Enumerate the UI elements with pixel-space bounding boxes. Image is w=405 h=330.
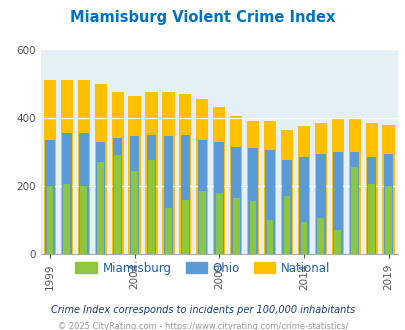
Bar bbox=[231, 147, 240, 254]
Bar bbox=[45, 140, 55, 254]
Bar bbox=[114, 155, 121, 254]
Bar bbox=[264, 150, 274, 254]
Text: © 2025 CityRating.com - https://www.cityrating.com/crime-statistics/: © 2025 CityRating.com - https://www.city… bbox=[58, 322, 347, 330]
Bar bbox=[165, 208, 171, 254]
Bar bbox=[44, 80, 56, 254]
Bar bbox=[266, 220, 273, 254]
Bar bbox=[113, 138, 122, 254]
Bar bbox=[96, 142, 105, 254]
Bar bbox=[97, 162, 104, 254]
Bar bbox=[384, 186, 391, 254]
Bar bbox=[298, 157, 308, 254]
Bar bbox=[382, 124, 394, 254]
Bar bbox=[349, 152, 358, 254]
Bar bbox=[180, 135, 190, 254]
Bar bbox=[163, 137, 173, 254]
Bar bbox=[77, 80, 90, 254]
Bar bbox=[364, 123, 377, 254]
Bar bbox=[62, 133, 71, 254]
Bar bbox=[128, 96, 140, 254]
Bar bbox=[350, 167, 357, 254]
Bar bbox=[63, 184, 70, 254]
Bar bbox=[111, 92, 124, 254]
Bar bbox=[281, 160, 291, 254]
Text: Miamisburg Violent Crime Index: Miamisburg Violent Crime Index bbox=[70, 10, 335, 25]
Bar bbox=[297, 126, 309, 254]
Bar bbox=[61, 80, 73, 254]
Bar bbox=[348, 118, 360, 254]
Bar bbox=[131, 171, 138, 254]
Bar bbox=[94, 83, 107, 254]
Bar bbox=[263, 121, 275, 254]
Bar bbox=[80, 186, 87, 254]
Bar bbox=[249, 201, 256, 254]
Bar bbox=[331, 119, 343, 254]
Bar bbox=[181, 200, 188, 254]
Bar bbox=[248, 148, 257, 254]
Bar bbox=[383, 153, 392, 254]
Bar bbox=[283, 196, 290, 254]
Bar bbox=[300, 222, 307, 254]
Bar bbox=[367, 184, 374, 254]
Bar bbox=[334, 230, 340, 254]
Bar bbox=[146, 135, 156, 254]
Bar bbox=[79, 133, 88, 254]
Bar bbox=[332, 152, 342, 254]
Bar bbox=[145, 92, 157, 254]
Bar bbox=[366, 157, 375, 254]
Bar bbox=[230, 116, 242, 254]
Bar bbox=[47, 186, 53, 254]
Bar bbox=[317, 218, 324, 254]
Text: Crime Index corresponds to incidents per 100,000 inhabitants: Crime Index corresponds to incidents per… bbox=[51, 305, 354, 315]
Bar bbox=[197, 140, 207, 254]
Bar bbox=[215, 193, 222, 254]
Legend: Miamisburg, Ohio, National: Miamisburg, Ohio, National bbox=[70, 257, 335, 280]
Bar bbox=[162, 92, 174, 254]
Bar bbox=[214, 142, 224, 254]
Bar bbox=[280, 130, 292, 254]
Bar bbox=[246, 121, 258, 254]
Bar bbox=[198, 191, 205, 254]
Bar bbox=[213, 108, 225, 254]
Bar bbox=[130, 137, 139, 254]
Bar bbox=[148, 160, 155, 254]
Bar bbox=[179, 94, 191, 254]
Bar bbox=[315, 153, 325, 254]
Bar bbox=[314, 123, 326, 254]
Bar bbox=[196, 99, 208, 254]
Bar bbox=[232, 198, 239, 254]
